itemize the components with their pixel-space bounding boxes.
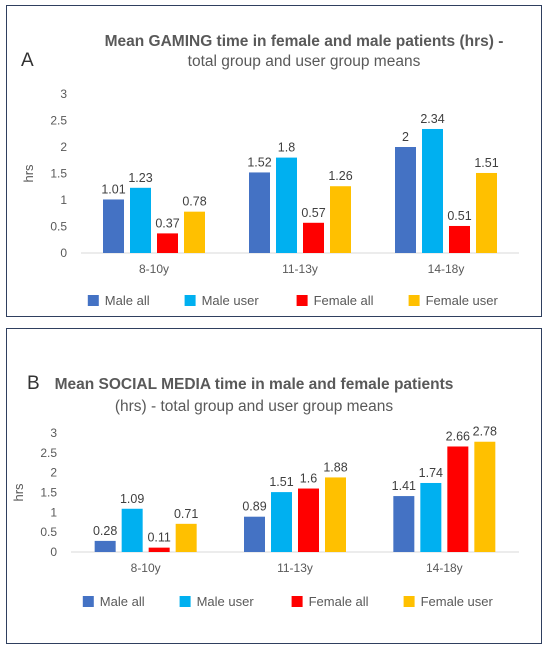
gaming-chart-title: Mean GAMING time in female and male pati…: [104, 33, 504, 50]
social-bar: [298, 488, 319, 552]
social-legend-label: Female user: [421, 594, 494, 609]
gaming-bar: [276, 157, 297, 253]
social-data-label: 1.88: [323, 460, 347, 474]
social-data-label: 1.74: [419, 466, 443, 480]
social-data-label: 1.51: [269, 475, 293, 489]
social-bar: [94, 540, 116, 552]
social-legend-swatch: [82, 596, 94, 607]
social-y-tick-label: 3: [50, 426, 57, 440]
social-data-label: 1.09: [120, 492, 144, 506]
social-y-tick-label: 2: [50, 466, 57, 480]
gaming-bar: [130, 187, 151, 253]
gaming-legend-swatch: [87, 295, 99, 306]
social-legend-swatch: [179, 596, 191, 607]
gaming-data-label: 2: [402, 130, 409, 144]
social-legend-label: Male all: [100, 594, 145, 609]
gaming-x-tick-label: 8-10y: [139, 262, 169, 276]
social-y-tick-label: 0.5: [40, 525, 57, 539]
social-bar: [244, 516, 265, 552]
social-y-tick-label: 2.5: [40, 446, 57, 460]
gaming-x-tick-label: 14-18y: [428, 262, 465, 276]
social-data-label: 0.71: [174, 507, 198, 521]
gaming-data-label: 0.51: [447, 209, 471, 223]
social-bar: [447, 446, 469, 552]
gaming-y-axis-label: hrs: [21, 164, 36, 183]
social-x-tick-label: 11-13y: [277, 561, 313, 575]
gaming-data-label: 0.37: [155, 216, 179, 230]
gaming-bar: [330, 186, 351, 253]
social-bar: [148, 547, 170, 552]
social-media-chart-title: Mean SOCIAL MEDIA time in male and femal…: [54, 376, 454, 393]
social-data-label: 0.28: [93, 524, 117, 538]
social-bar: [474, 441, 496, 552]
gaming-bar: [157, 233, 178, 253]
gaming-x-tick-label: 11-13y: [282, 262, 318, 276]
panel-letter-b: B: [27, 373, 40, 394]
gaming-legend-swatch: [184, 295, 196, 306]
gaming-legend-label: Female user: [426, 293, 499, 308]
gaming-legend-label: Male user: [202, 293, 260, 308]
gaming-bar: [476, 172, 497, 253]
gaming-data-label: 1.51: [474, 156, 498, 170]
social-data-label: 1.6: [300, 472, 317, 486]
social-legend-label: Male user: [197, 594, 255, 609]
gaming-data-label: 0.78: [182, 195, 206, 209]
social-data-label: 0.89: [242, 500, 266, 514]
gaming-data-label: 1.8: [278, 141, 295, 155]
gaming-bar: [184, 211, 205, 253]
social-media-bar-chart: 0 0.5 1 1.5 2 2.5 3 hrs 0.28 1.09 0.11 0.71 8-10y 0.8…: [11, 425, 519, 609]
social-bar: [393, 496, 415, 552]
social-bar: [271, 492, 292, 552]
gaming-data-label: 0.57: [301, 206, 325, 220]
gaming-legend-swatch: [408, 295, 420, 306]
panel-letter-a: A: [21, 50, 34, 71]
gaming-bar: [249, 172, 270, 253]
social-y-tick-label: 0: [50, 545, 57, 559]
gaming-bar: [449, 225, 470, 253]
gaming-y-tick-label: 0.5: [50, 220, 67, 234]
social-bar: [420, 482, 442, 552]
social-data-label: 0.11: [147, 531, 170, 545]
gaming-legend-swatch: [296, 295, 308, 306]
gaming-bar: [103, 199, 124, 253]
social-y-axis-label: hrs: [11, 483, 26, 502]
gaming-legend-label: Male all: [105, 293, 150, 308]
social-legend-swatch: [403, 596, 415, 607]
gaming-data-label: 1.01: [101, 182, 125, 196]
gaming-y-tick-label: 1: [60, 193, 67, 207]
social-data-label: 2.66: [446, 429, 470, 443]
social-data-label: 2.78: [473, 425, 497, 439]
gaming-y-tick-label: 3: [60, 87, 67, 101]
gaming-bar: [303, 222, 324, 253]
gaming-bar-chart: 00.511.522.53hrs1.011.230.370.788-10y1.5…: [21, 87, 519, 308]
social-data-label: 1.41: [392, 479, 416, 493]
gaming-data-label: 1.23: [128, 171, 152, 185]
social-media-chart-panel: B Mean SOCIAL MEDIA time in male and fem…: [6, 328, 542, 644]
social-media-chart-subtitle: (hrs) - total group and user group means: [114, 398, 394, 415]
gaming-y-tick-label: 2: [60, 140, 67, 154]
gaming-bar: [422, 128, 443, 253]
social-y-tick-label: 1: [50, 505, 57, 519]
gaming-y-tick-label: 0: [60, 246, 67, 260]
social-bar: [175, 523, 197, 552]
social-legend-swatch: [291, 596, 303, 607]
gaming-data-label: 2.34: [420, 112, 444, 126]
gaming-chart-subtitle: total group and user group means: [187, 53, 421, 70]
social-y-tick-label: 1.5: [40, 486, 57, 500]
social-x-tick-label: 14-18y: [426, 561, 463, 575]
gaming-bar: [395, 147, 416, 253]
social-x-tick-label: 8-10y: [131, 561, 161, 575]
gaming-legend-label: Female all: [314, 293, 374, 308]
gaming-data-label: 1.52: [247, 155, 271, 169]
gaming-chart-panel: A Mean GAMING time in female and male pa…: [6, 5, 542, 317]
gaming-data-label: 1.26: [328, 169, 352, 183]
social-bar: [121, 508, 143, 552]
social-legend-label: Female all: [309, 594, 369, 609]
social-bar: [325, 477, 346, 552]
gaming-y-tick-label: 1.5: [50, 167, 67, 181]
gaming-y-tick-label: 2.5: [50, 114, 67, 128]
